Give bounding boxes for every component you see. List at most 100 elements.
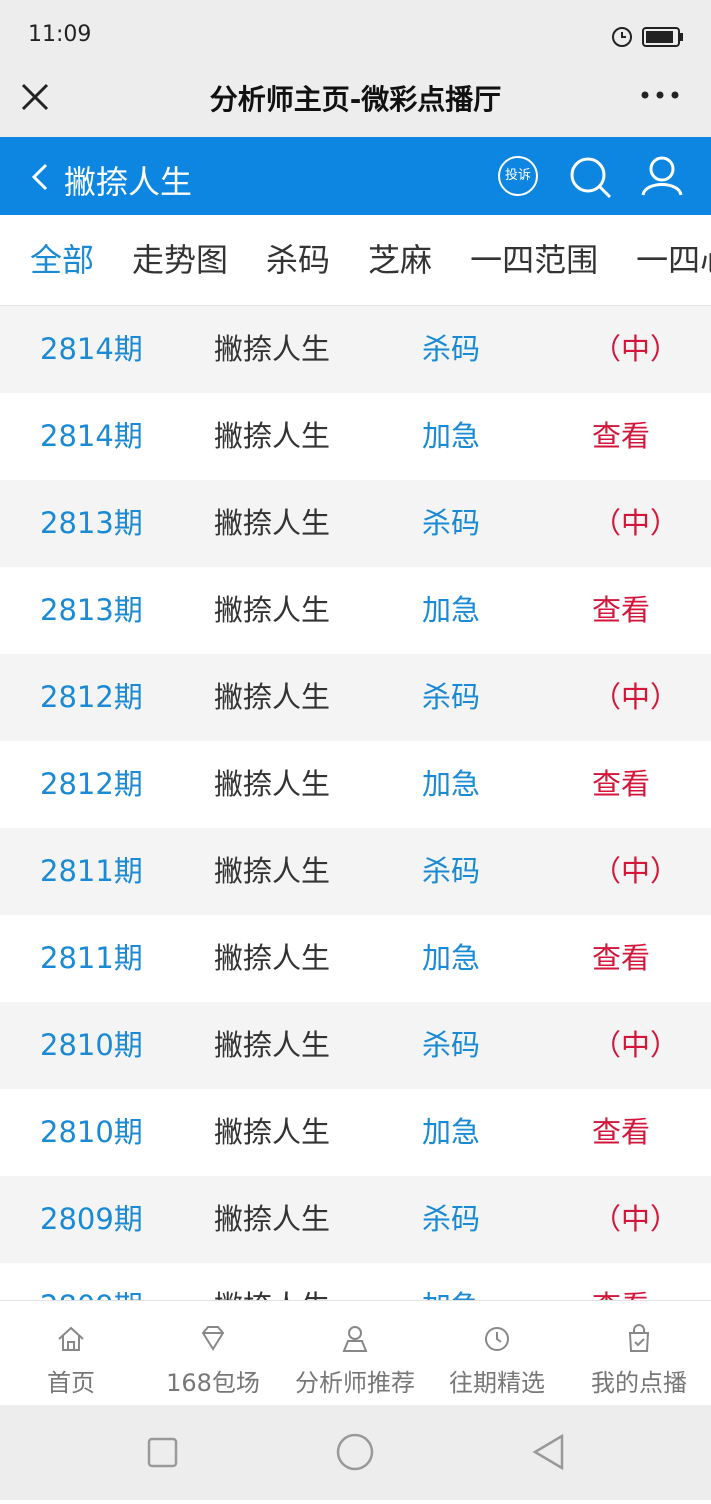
tab[interactable]: 杀码 — [266, 241, 331, 279]
period: 2811期 — [40, 854, 143, 888]
status-bar: 11:09 — [0, 0, 711, 70]
type: 杀码 — [422, 854, 481, 888]
record-row[interactable]: 2813期 撇捺人生 杀码 （中） — [0, 480, 711, 567]
tab[interactable]: 走势图 — [132, 241, 229, 279]
record-row[interactable]: 2809期 撇捺人生 杀码 （中） — [0, 1176, 711, 1263]
analyst: 撇捺人生 — [214, 332, 331, 366]
nav-icon — [58, 1326, 84, 1351]
period: 2812期 — [40, 680, 143, 714]
analyst: 撇捺人生 — [214, 767, 331, 801]
record-row[interactable]: 2812期 撇捺人生 加急 查看 — [0, 741, 711, 828]
result: 查看 — [592, 767, 651, 801]
record-row[interactable]: 2809期 撇捺人生 加急 查看 — [0, 1263, 711, 1300]
nav-icon — [342, 1326, 368, 1352]
nav-label: 我的点播 — [591, 1369, 687, 1397]
period: 2814期 — [40, 419, 143, 453]
record-row[interactable]: 2810期 撇捺人生 杀码 （中） — [0, 1002, 711, 1089]
back-button[interactable] — [30, 162, 50, 192]
record-row[interactable]: 2811期 撇捺人生 加急 查看 — [0, 915, 711, 1002]
analyst: 撇捺人生 — [214, 1263, 330, 1300]
type: 加急 — [422, 1115, 481, 1149]
bottom-nav: 首页 168包场 分析师推荐 往期精选 我的点播 — [0, 1300, 711, 1406]
nav-icon — [485, 1327, 509, 1351]
nav-icon — [628, 1324, 650, 1352]
nav-item[interactable]: 往期精选 — [426, 1301, 568, 1406]
tab-bar: 全部走势图杀码芝麻一四范围一四心 — [0, 215, 711, 306]
time: 11:09 — [28, 22, 92, 47]
result: （中） — [592, 332, 680, 366]
period: 2813期 — [40, 506, 143, 540]
analyst: 撇捺人生 — [214, 1028, 331, 1062]
nav-label: 分析师推荐 — [295, 1369, 415, 1397]
type: 加急 — [422, 419, 481, 453]
more-button[interactable] — [640, 90, 680, 100]
record-list: 2814期 撇捺人生 杀码 （中） 2814期 撇捺人生 加急 查看 2813期 撇捺人生 杀码 （中… — [0, 306, 711, 1300]
analyst: 撇捺人生 — [214, 854, 331, 888]
analyst: 撇捺人生 — [214, 506, 331, 540]
user-button[interactable] — [640, 155, 684, 199]
complain-button[interactable]: 投诉 — [498, 156, 538, 196]
nav-icon — [201, 1326, 225, 1351]
status-icons — [612, 27, 683, 47]
record-row[interactable]: 2811期 撇捺人生 杀码 （中） — [0, 828, 711, 915]
analyst: 撇捺人生 — [214, 593, 331, 627]
close-button[interactable] — [20, 82, 50, 112]
period: 2812期 — [40, 767, 143, 801]
analyst: 撇捺人生 — [214, 1115, 331, 1149]
result: （中） — [592, 854, 680, 888]
nav-label: 168包场 — [166, 1369, 260, 1397]
nav-item[interactable]: 168包场 — [142, 1301, 284, 1406]
type: 加急 — [422, 593, 481, 627]
period: 2810期 — [40, 1028, 143, 1062]
result: 查看 — [592, 941, 651, 975]
title-bar: 分析师主页-微彩点播厅 — [0, 70, 711, 137]
period: 2811期 — [40, 941, 143, 975]
analyst-name: 撇捺人生 — [64, 163, 193, 201]
type: 加急 — [422, 941, 481, 975]
type: 杀码 — [422, 1202, 481, 1236]
tab[interactable]: 全部 — [30, 241, 95, 279]
period: 2809期 — [40, 1263, 143, 1300]
nav-item[interactable]: 首页 — [0, 1301, 142, 1406]
result: （中） — [592, 1028, 680, 1062]
result: （中） — [592, 506, 680, 540]
record-row[interactable]: 2812期 撇捺人生 杀码 （中） — [0, 654, 711, 741]
result: 查看 — [592, 1115, 651, 1149]
nav-item[interactable]: 分析师推荐 — [284, 1301, 426, 1406]
type: 杀码 — [422, 1028, 481, 1062]
type: 加急 — [422, 1263, 480, 1300]
page-title: 分析师主页-微彩点播厅 — [209, 83, 502, 116]
nav-label: 往期精选 — [449, 1369, 545, 1397]
result: （中） — [592, 680, 680, 714]
period: 2809期 — [40, 1202, 143, 1236]
result: 查看 — [592, 419, 651, 453]
tab[interactable]: 芝麻 — [368, 241, 433, 279]
type: 杀码 — [422, 332, 481, 366]
type: 加急 — [422, 767, 481, 801]
period: 2810期 — [40, 1115, 143, 1149]
system-buttons — [147, 1433, 564, 1471]
header: 撇捺人生 投诉 — [0, 137, 711, 215]
system-nav — [0, 1405, 711, 1500]
nav-label: 首页 — [47, 1369, 95, 1397]
result: （中） — [592, 1202, 680, 1236]
result: 查看 — [592, 1263, 650, 1300]
record-row[interactable]: 2814期 撇捺人生 杀码 （中） — [0, 306, 711, 393]
record-row[interactable]: 2810期 撇捺人生 加急 查看 — [0, 1089, 711, 1176]
analyst: 撇捺人生 — [214, 1202, 331, 1236]
analyst: 撇捺人生 — [214, 941, 331, 975]
tab[interactable]: 一四范围 — [470, 241, 599, 279]
period: 2813期 — [40, 593, 143, 627]
record-row[interactable]: 2813期 撇捺人生 加急 查看 — [0, 567, 711, 654]
type: 杀码 — [422, 680, 481, 714]
type: 杀码 — [422, 506, 481, 540]
analyst: 撇捺人生 — [214, 680, 331, 714]
result: 查看 — [592, 593, 651, 627]
tab[interactable]: 一四心 — [636, 241, 711, 279]
analyst: 撇捺人生 — [214, 419, 331, 453]
nav-item[interactable]: 我的点播 — [568, 1301, 710, 1406]
period: 2814期 — [40, 332, 143, 366]
search-button[interactable] — [568, 155, 614, 201]
record-row[interactable]: 2814期 撇捺人生 加急 查看 — [0, 393, 711, 480]
